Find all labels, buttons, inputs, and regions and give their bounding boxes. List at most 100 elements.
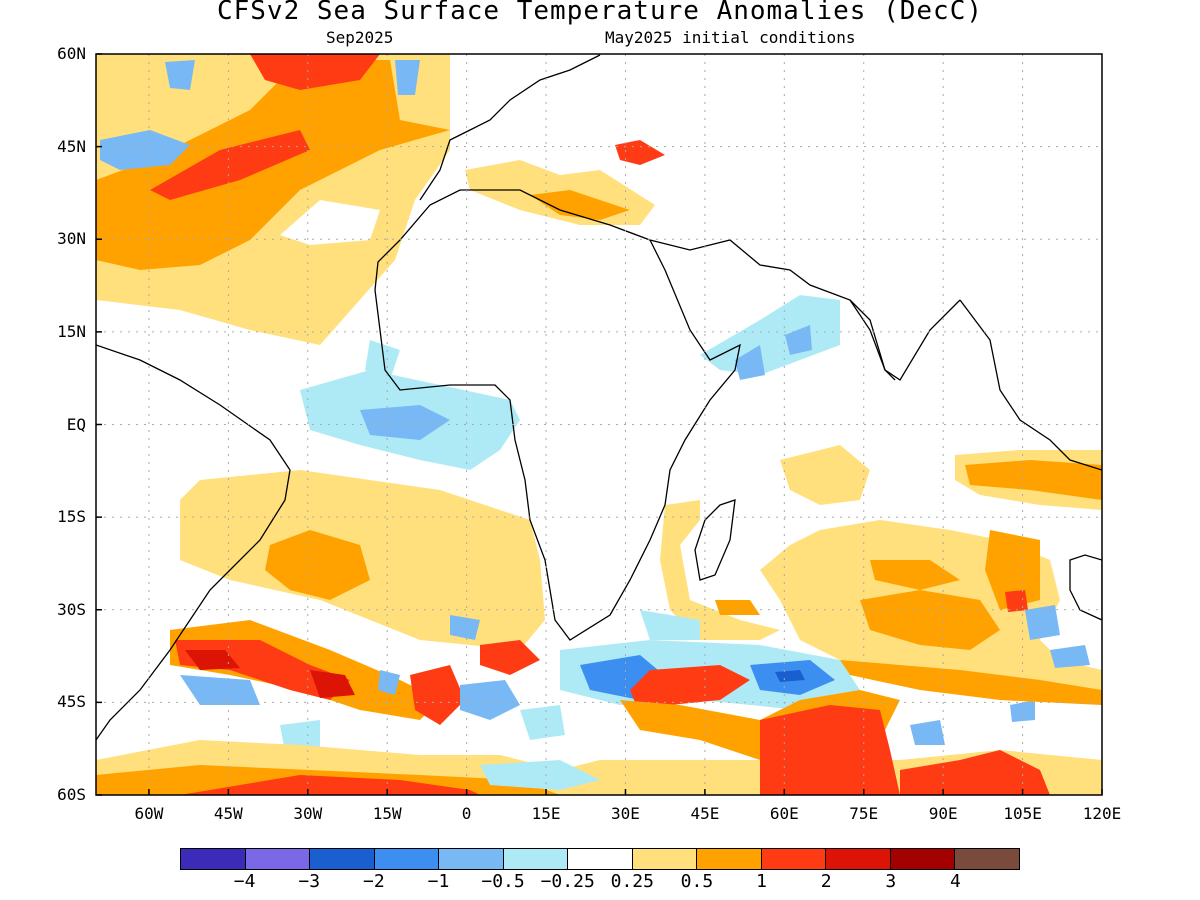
anomaly-region-sio-warm-mod (985, 530, 1040, 610)
anomaly-region-natl-warm-strong (250, 54, 380, 90)
latitude-label: 15N (57, 321, 86, 341)
latitude-label: 60S (57, 785, 86, 804)
longitude-label: 30W (293, 804, 323, 823)
australia-coast (1069, 554, 1102, 621)
anomaly-region-sio-cool-vstrong (775, 670, 805, 682)
anomaly-region-southern-cool-weak (480, 760, 600, 790)
colorbar-swatch (181, 849, 246, 869)
anomaly-region-natl-warm-strong (150, 130, 310, 200)
anomaly-region-sio-warm-coast (660, 500, 780, 640)
latitude-label: 60N (57, 44, 86, 63)
europe-coast (419, 54, 601, 201)
anomaly-region-sio-cool-weak (640, 610, 700, 640)
colorbar-label: 0.5 (680, 871, 714, 892)
longitude-label: 30E (611, 804, 640, 823)
colorbar-label: 4 (949, 871, 961, 892)
colorbar-label: 3 (885, 871, 897, 892)
anomaly-region-natl-cool-spot (165, 60, 195, 90)
madagascar-coast (694, 499, 736, 581)
colorbar-label: −4 (233, 871, 256, 892)
colorbar-swatch (697, 849, 762, 869)
colorbar-label: −1 (427, 871, 450, 892)
anomaly-region-satl-warm-strong (410, 665, 465, 725)
south-america-coast (96, 344, 291, 741)
anomaly-region-sio-warm-strong (630, 665, 750, 715)
se-asia-coast (959, 299, 1102, 471)
anomaly-region-natl-cool-spot (395, 60, 420, 95)
colorbar-swatch (955, 849, 1019, 869)
colorbar-label: 2 (820, 871, 832, 892)
anomaly-region-arabian-cool-mod (785, 325, 812, 355)
arabia-coast (649, 239, 896, 381)
longitude-label: 120E (1082, 804, 1122, 823)
latitude-label: 45N (57, 136, 86, 156)
anomaly-region-sio-cool (1050, 645, 1090, 668)
anomaly-region-arabian-cool (700, 295, 840, 375)
longitude-label: 60E (769, 804, 799, 823)
longitude-label: 105E (1003, 804, 1042, 823)
colorbar-swatch (439, 849, 504, 869)
anomaly-region-sio-cool (1025, 605, 1060, 640)
colorbar-label: −3 (298, 871, 321, 892)
initial-conditions: May2025 initial conditions (605, 28, 856, 47)
longitude-label: 60W (134, 804, 164, 823)
latitude-label: 30S (57, 599, 86, 619)
anomaly-region-sio-warm-mod (840, 660, 1102, 705)
anomaly-region-tatl-cool-mod (360, 405, 450, 440)
longitude-label: 75E (849, 804, 879, 823)
anomaly-region-satl-cool (450, 615, 480, 640)
anomaly-region-satl-warm-vstrong (185, 650, 240, 670)
latitude-label: EQ (66, 414, 86, 434)
anomaly-region-satl-cool-weak (280, 720, 320, 752)
anomaly-region-arabian-cool-mod (735, 345, 765, 380)
longitude-label: 45E (690, 804, 720, 823)
anomaly-region-satl-cool (460, 680, 520, 720)
anomaly-region-sio-warm-mod (870, 560, 960, 590)
anomaly-region-sio-warm-strong (900, 750, 1050, 795)
colorbar-swatch (761, 849, 827, 869)
anomaly-region-sio-cool (910, 720, 945, 745)
africa-coast (374, 189, 741, 641)
colorbar-label: 0.25 (610, 871, 654, 892)
latitude-label: 45S (57, 692, 86, 712)
anomaly-region-sio-warm-coast-mod (715, 600, 760, 615)
anomaly-region-sio-warm (780, 445, 870, 505)
colorbar-swatch (374, 849, 440, 869)
anomaly-region-satl-cool (180, 675, 260, 705)
latitude-label: 30N (57, 229, 86, 249)
anomaly-region-satl-cool-weak (520, 705, 565, 740)
anomaly-region-indo-warm-mod (965, 460, 1102, 500)
map-title: CFSv2 Sea Surface Temperature Anomalies … (216, 0, 984, 26)
anomaly-region-satl-warm-vstrong (310, 670, 355, 698)
colorbar-swatch (632, 849, 698, 869)
colorbar-label: −0.25 (540, 871, 595, 892)
anomaly-region-blacksea-warm (615, 140, 665, 165)
longitude-label: 15W (372, 804, 402, 823)
colorbar-swatch (503, 849, 569, 869)
axis-ticks (96, 53, 1103, 796)
india-coast (849, 299, 961, 381)
anomaly-region-sio-warm-strong (1005, 590, 1028, 612)
colorbar-swatch (310, 849, 375, 869)
anomaly-region-satl-cool (378, 670, 400, 695)
latitude-label: 15S (57, 507, 86, 527)
colorbar-label: −0.5 (481, 871, 525, 892)
colorbar (180, 848, 1020, 870)
anomaly-field (96, 54, 1102, 795)
colorbar-swatch (826, 849, 891, 869)
anomaly-region-tatl-cool-coast (365, 340, 400, 380)
anomaly-region-natl-cool-spot (100, 130, 190, 170)
colorbar-swatch (568, 849, 633, 869)
colorbar-label: −2 (363, 871, 385, 892)
forecast-month: Sep2025 (326, 28, 394, 47)
longitude-label: 90E (928, 804, 958, 823)
longitude-label: 0 (461, 804, 472, 823)
anomaly-region-satl-warm-strong (480, 640, 540, 675)
longitude-label: 15E (531, 804, 561, 823)
anomaly-region-med-warm-mod (530, 190, 630, 220)
anomaly-region-southern-warm-strong (180, 775, 480, 795)
anomaly-region-sio-warm-mod (860, 590, 1000, 650)
anomaly-region-satl-warm-mod (265, 530, 370, 600)
colorbar-swatch (245, 849, 311, 869)
